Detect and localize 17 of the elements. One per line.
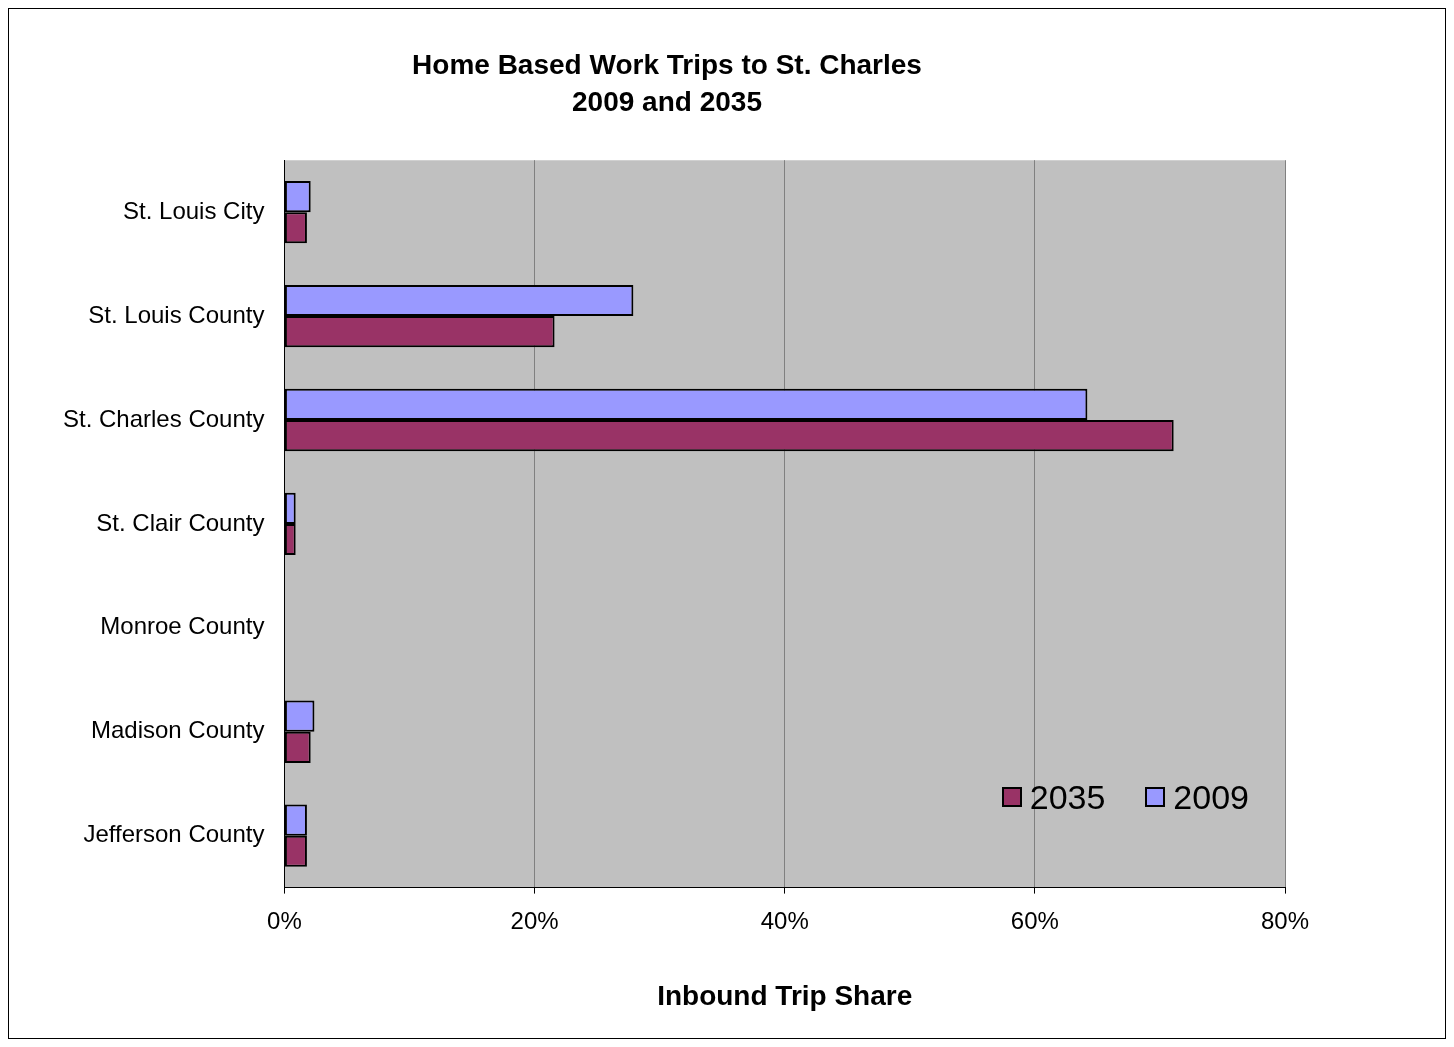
x-tick-label: 60% <box>1010 906 1059 934</box>
x-tick-label: 80% <box>1260 906 1310 934</box>
x-axis-title: Inbound Trip Share <box>657 979 913 1011</box>
chart-title: Home Based Work Trips to St. Charles <box>412 48 922 80</box>
y-tick-label: St. Louis County <box>88 300 265 328</box>
x-tick-label: 0% <box>267 906 302 934</box>
chart-subtitle: 2009 and 2035 <box>572 86 762 118</box>
y-tick-label: St. Charles County <box>63 404 265 432</box>
x-tick-label: 20% <box>510 906 559 934</box>
legend-label: 2035 <box>1029 777 1106 817</box>
legend-label: 2009 <box>1173 777 1249 817</box>
y-tick-label: Monroe County <box>100 612 265 640</box>
x-tick-label: 40% <box>760 906 809 934</box>
y-tick-label: Jefferson County <box>83 820 265 848</box>
y-tick-label: St. Clair County <box>96 508 265 536</box>
y-tick-label: Madison County <box>90 716 265 744</box>
y-tick-label: St. Louis City <box>123 196 265 224</box>
